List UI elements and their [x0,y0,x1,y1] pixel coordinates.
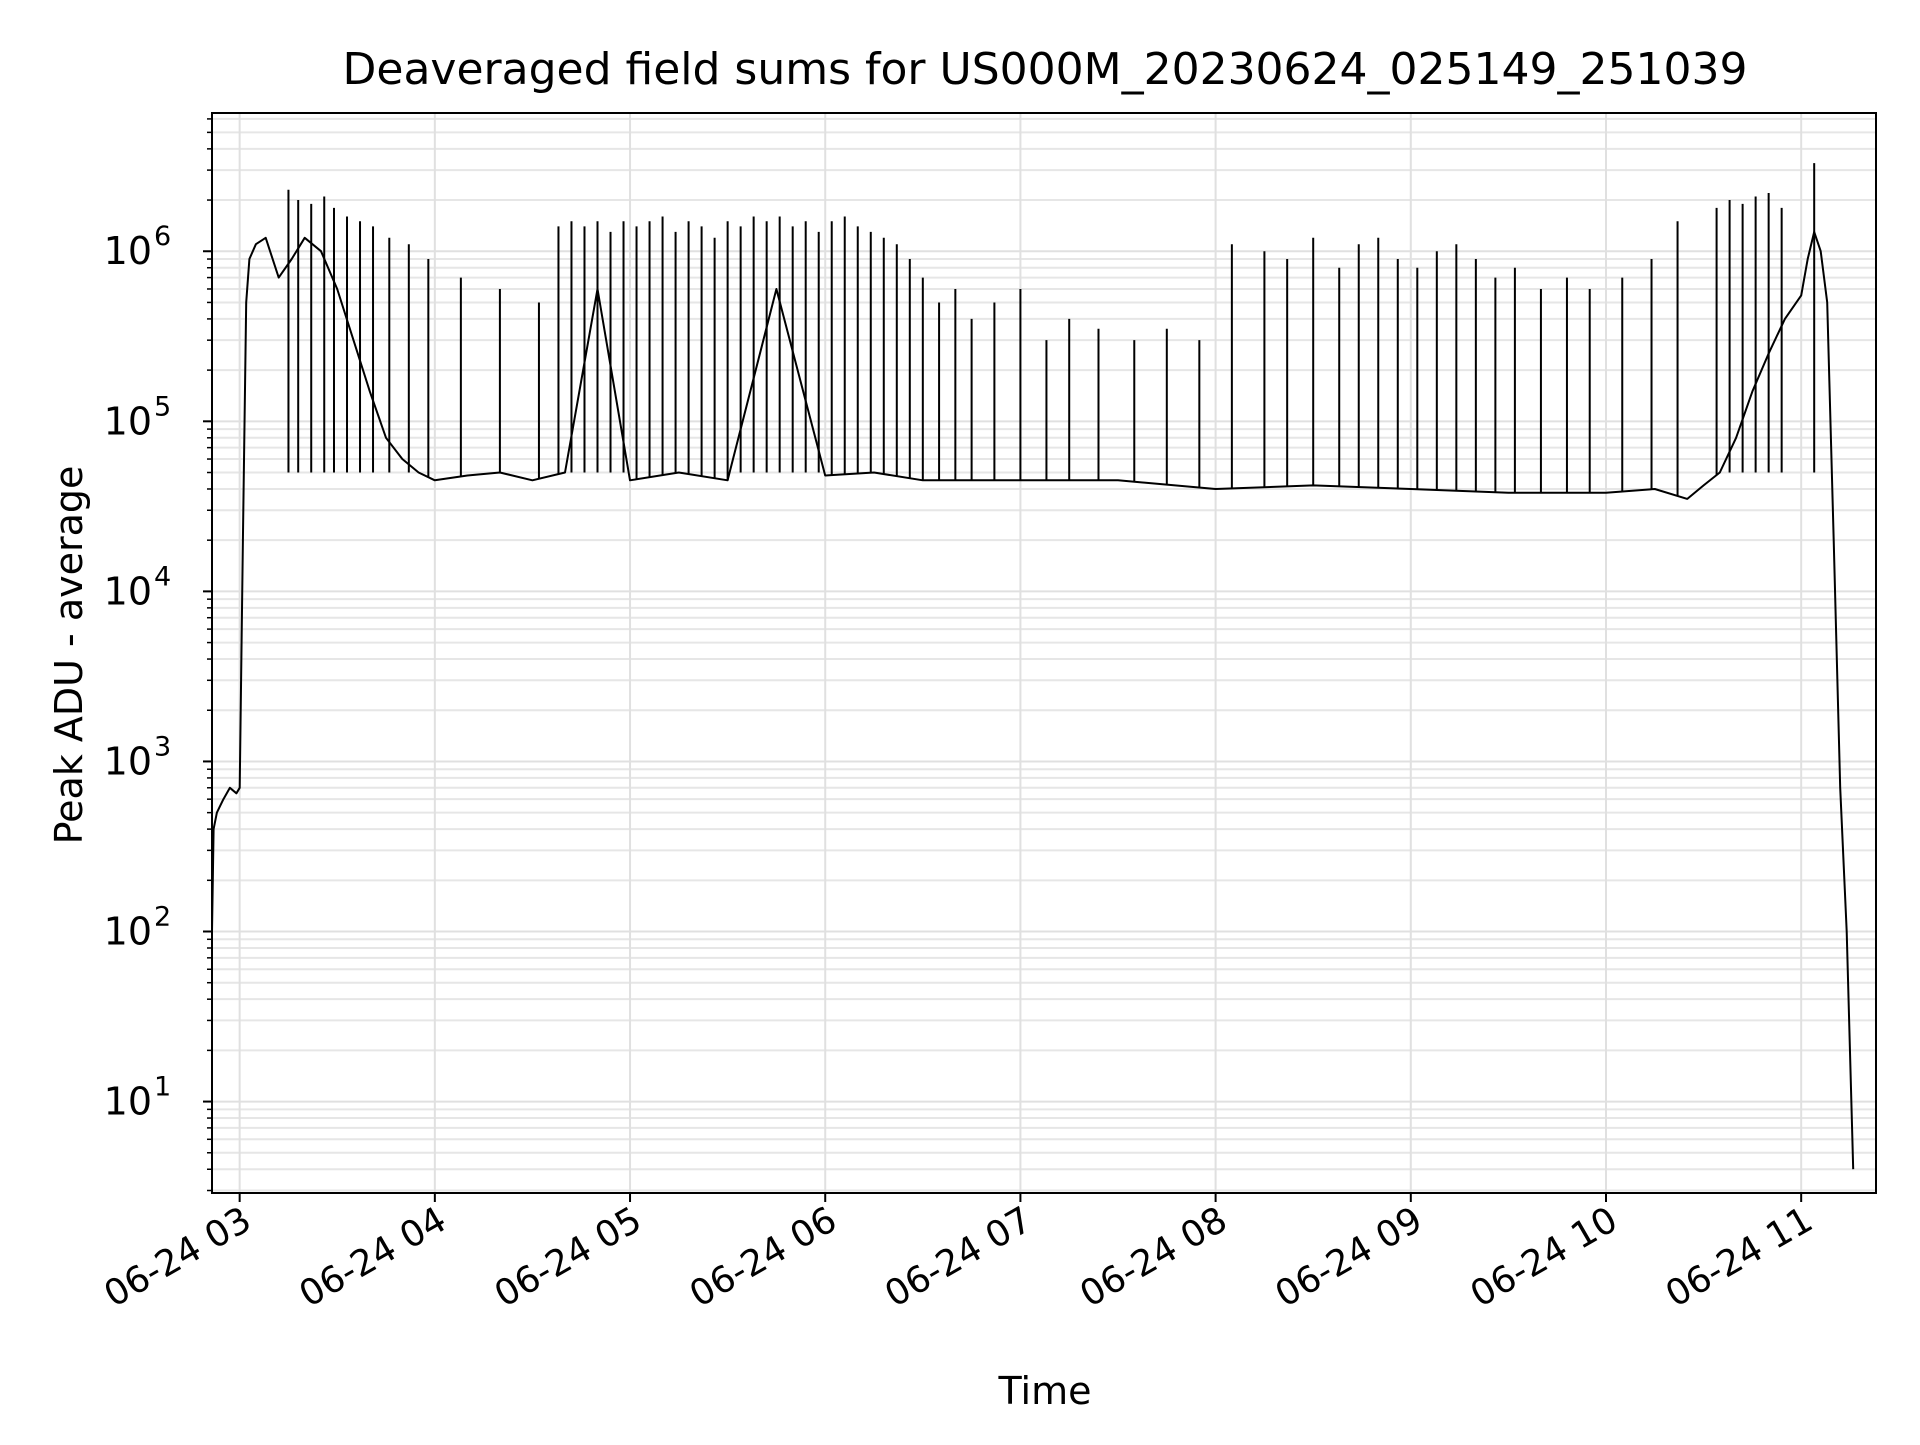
plot-data-area [212,163,1855,1170]
y-tick-label: 10 [104,569,152,613]
y-tick-label-exponent: 6 [154,221,171,252]
y-tick-label: 10 [104,739,152,783]
y-tick-label: 10 [104,1080,152,1124]
y-tick-label: 10 [104,229,152,273]
grid-major [212,113,1876,1193]
y-tick-label: 10 [104,399,152,443]
y-tick-label-exponent: 4 [154,561,171,592]
y-tick-label-exponent: 2 [154,902,171,933]
y-tick-label-exponent: 5 [154,391,171,422]
x-axis-label: Time [998,1369,1092,1413]
y-axis-label: Peak ADU - average [47,466,91,845]
grid-minor [212,117,1876,1192]
y-tick-label-exponent: 1 [154,1072,171,1103]
plot-frame [211,112,1877,1194]
y-tick-label: 10 [104,910,152,954]
y-tick-label-exponent: 3 [154,731,171,762]
series-line [212,230,1855,1170]
chart-title: Deaveraged field sums for US000M_2023062… [343,44,1748,95]
